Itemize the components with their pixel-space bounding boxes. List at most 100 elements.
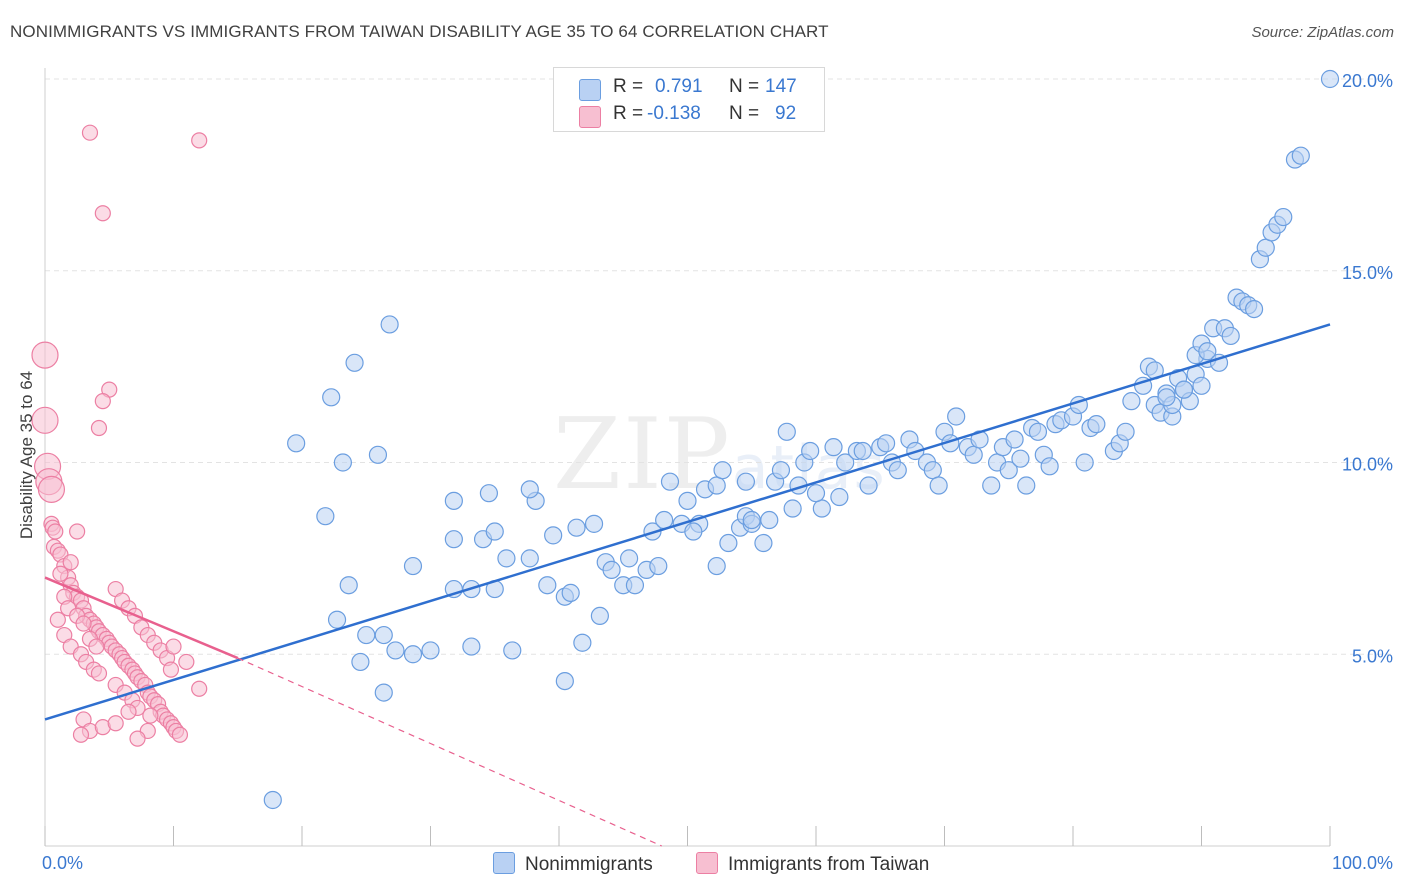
legend-label: Immigrants from Taiwan [728, 854, 930, 875]
nonimmigrants-point [801, 441, 820, 461]
y-axis-label: Disability Age 35 to 64 [17, 370, 36, 540]
nonimmigrants-point [368, 445, 388, 464]
nonimmigrants-point [713, 461, 732, 480]
legend-swatch-blue [579, 79, 601, 101]
x-tick-label: 0.0% [42, 853, 83, 873]
nonimmigrants-point [923, 461, 942, 480]
taiwan-point [120, 703, 137, 720]
nonimmigrants-point [333, 453, 352, 472]
legend-r-label: R = [613, 103, 644, 124]
taiwan-point [191, 680, 208, 697]
nonimmigrants-point [316, 507, 335, 526]
nonimmigrants-point [1116, 422, 1135, 441]
nonimmigrants-point [859, 476, 878, 495]
nonimmigrants-point [386, 641, 405, 660]
nonimmigrants-point [602, 560, 621, 579]
nonimmigrants-point [707, 556, 726, 576]
nonimmigrants-point [1291, 146, 1310, 165]
taiwan-point [90, 665, 108, 682]
nonimmigrants-point [567, 518, 586, 537]
taiwan-point [75, 615, 92, 632]
taiwan-point [52, 565, 69, 582]
nonimmigrants-point [1075, 453, 1094, 472]
nonimmigrants-point [999, 461, 1018, 480]
nonimmigrants-point [287, 434, 306, 453]
nonimmigrants-point [736, 472, 756, 491]
taiwan-point [178, 653, 195, 671]
nonimmigrants-point [421, 641, 440, 660]
nonimmigrants-point [485, 522, 504, 541]
nonimmigrants-point [1198, 342, 1217, 361]
legend-item-nonimmigrants: Nonimmigrants [493, 852, 653, 876]
nonimmigrants-point [403, 556, 423, 576]
legend-swatch-pink [696, 852, 718, 874]
y-tick-label: 10.0% [1342, 455, 1393, 475]
taiwan-point [31, 341, 59, 369]
nonimmigrants-point [1011, 449, 1030, 468]
nonimmigrants-point [777, 422, 796, 441]
legend-item-taiwan: Immigrants from Taiwan [696, 852, 929, 876]
nonimmigrants-point [1320, 69, 1340, 89]
nonimmigrants-point [754, 533, 773, 553]
legend-swatch-pink [579, 106, 601, 128]
nonimmigrants-point [374, 683, 393, 702]
nonimmigrants-point [339, 576, 358, 595]
taiwan-point [69, 523, 86, 540]
nonimmigrants-point [497, 549, 516, 568]
nonimmigrants-point [584, 514, 604, 533]
nonimmigrants-point [462, 637, 481, 656]
chart-title: NONIMMIGRANTS VS IMMIGRANTS FROM TAIWAN … [10, 22, 829, 41]
taiwan-point [107, 715, 124, 732]
nonimmigrants-point [830, 487, 849, 507]
source-label: Source: ZipAtlas.com [1251, 24, 1394, 41]
taiwan-point [47, 523, 64, 540]
nonimmigrants-point [503, 641, 522, 660]
nonimmigrants-point [444, 491, 463, 510]
legend-n-label: N = [729, 76, 760, 97]
taiwan-point [165, 638, 182, 655]
taiwan-trend-extension [237, 657, 663, 847]
nonimmigrants-point [1028, 422, 1048, 441]
taiwan-point [142, 707, 159, 724]
nonimmigrants-point [351, 652, 370, 672]
nonimmigrants-point [1040, 457, 1059, 476]
nonimmigrants-point [1157, 388, 1176, 407]
nonimmigrants-point [806, 484, 826, 503]
nonimmigrants-point [771, 461, 791, 480]
nonimmigrants-point [625, 576, 645, 595]
legend-r-value: 0.791 [655, 76, 703, 97]
nonimmigrants-point [619, 549, 639, 568]
taiwan-point [88, 638, 105, 655]
taiwan-point [31, 406, 59, 434]
nonimmigrants-point [590, 606, 609, 626]
taiwan-point [62, 554, 79, 571]
x-tick-label: 100.0% [1332, 853, 1393, 873]
nonimmigrants-point [947, 407, 966, 426]
nonimmigrants-point [520, 480, 539, 499]
nonimmigrants-point [719, 533, 738, 553]
nonimmigrants-point [538, 576, 557, 595]
taiwan-point [90, 419, 108, 437]
nonimmigrants-point [327, 610, 347, 629]
nonimmigrants-point [812, 499, 831, 518]
nonimmigrants-point [1221, 326, 1240, 346]
nonimmigrants-point [655, 510, 674, 530]
nonimmigrants-point [929, 476, 948, 495]
legend-n-label: N = [729, 103, 760, 124]
legend-r-value: -0.138 [647, 103, 701, 124]
y-tick-label: 20.0% [1342, 71, 1393, 91]
taiwan-point [37, 475, 66, 503]
y-tick-label: 15.0% [1342, 263, 1393, 283]
taiwan-trend-line [44, 576, 239, 660]
nonimmigrants-point [760, 510, 779, 530]
taiwan-point [162, 661, 180, 678]
taiwan-point [191, 132, 208, 149]
nonimmigrants-point [824, 438, 843, 457]
nonimmigrants-point [1174, 380, 1194, 399]
nonimmigrants-point [555, 671, 574, 691]
nonimmigrants-point [1017, 476, 1036, 495]
legend-label: Nonimmigrants [525, 854, 653, 875]
nonimmigrants-point [836, 453, 855, 472]
taiwan-point [94, 205, 111, 222]
